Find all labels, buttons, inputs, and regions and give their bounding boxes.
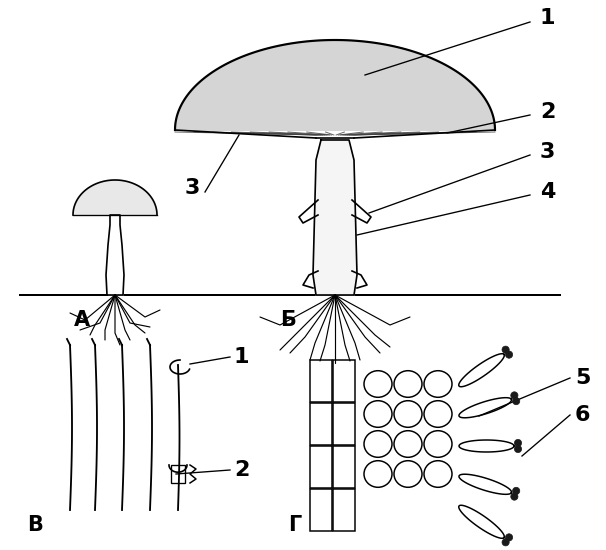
Text: Г: Г — [288, 515, 302, 535]
Polygon shape — [459, 474, 511, 494]
Circle shape — [514, 439, 522, 447]
Bar — [310, 360, 332, 402]
Ellipse shape — [364, 401, 392, 427]
Text: 6: 6 — [575, 405, 590, 425]
Circle shape — [514, 446, 522, 453]
Bar — [310, 446, 332, 488]
Text: А: А — [74, 310, 90, 330]
Text: 1: 1 — [234, 347, 250, 367]
Polygon shape — [459, 505, 504, 538]
Bar — [333, 403, 355, 445]
Circle shape — [511, 392, 518, 399]
Ellipse shape — [424, 431, 452, 457]
Bar — [333, 489, 355, 531]
Text: 2: 2 — [540, 102, 555, 122]
Bar — [310, 403, 332, 445]
Circle shape — [505, 351, 513, 358]
Circle shape — [502, 346, 509, 353]
Circle shape — [502, 538, 509, 546]
Text: 2: 2 — [234, 460, 250, 480]
Polygon shape — [106, 215, 124, 295]
Ellipse shape — [394, 401, 422, 427]
Polygon shape — [459, 440, 514, 452]
Polygon shape — [175, 40, 495, 130]
Circle shape — [513, 398, 520, 405]
Circle shape — [513, 487, 520, 494]
Text: 4: 4 — [540, 182, 555, 202]
Ellipse shape — [424, 371, 452, 397]
Polygon shape — [73, 180, 157, 215]
Ellipse shape — [364, 431, 392, 457]
Ellipse shape — [424, 401, 452, 427]
Ellipse shape — [424, 461, 452, 487]
Ellipse shape — [394, 371, 422, 397]
Ellipse shape — [394, 461, 422, 487]
Bar — [333, 360, 355, 402]
Polygon shape — [459, 354, 504, 387]
Text: В: В — [27, 515, 43, 535]
Bar — [171, 465, 185, 483]
Ellipse shape — [364, 461, 392, 487]
Text: 3: 3 — [540, 142, 555, 162]
Ellipse shape — [394, 431, 422, 457]
Bar — [333, 446, 355, 488]
Ellipse shape — [364, 371, 392, 397]
Text: 1: 1 — [540, 8, 556, 28]
Circle shape — [511, 493, 518, 500]
Bar — [310, 489, 332, 531]
Circle shape — [505, 534, 513, 541]
Text: 3: 3 — [185, 178, 201, 198]
Text: Б: Б — [280, 310, 296, 330]
Text: 5: 5 — [575, 368, 590, 388]
Polygon shape — [313, 140, 357, 295]
Polygon shape — [459, 398, 511, 418]
